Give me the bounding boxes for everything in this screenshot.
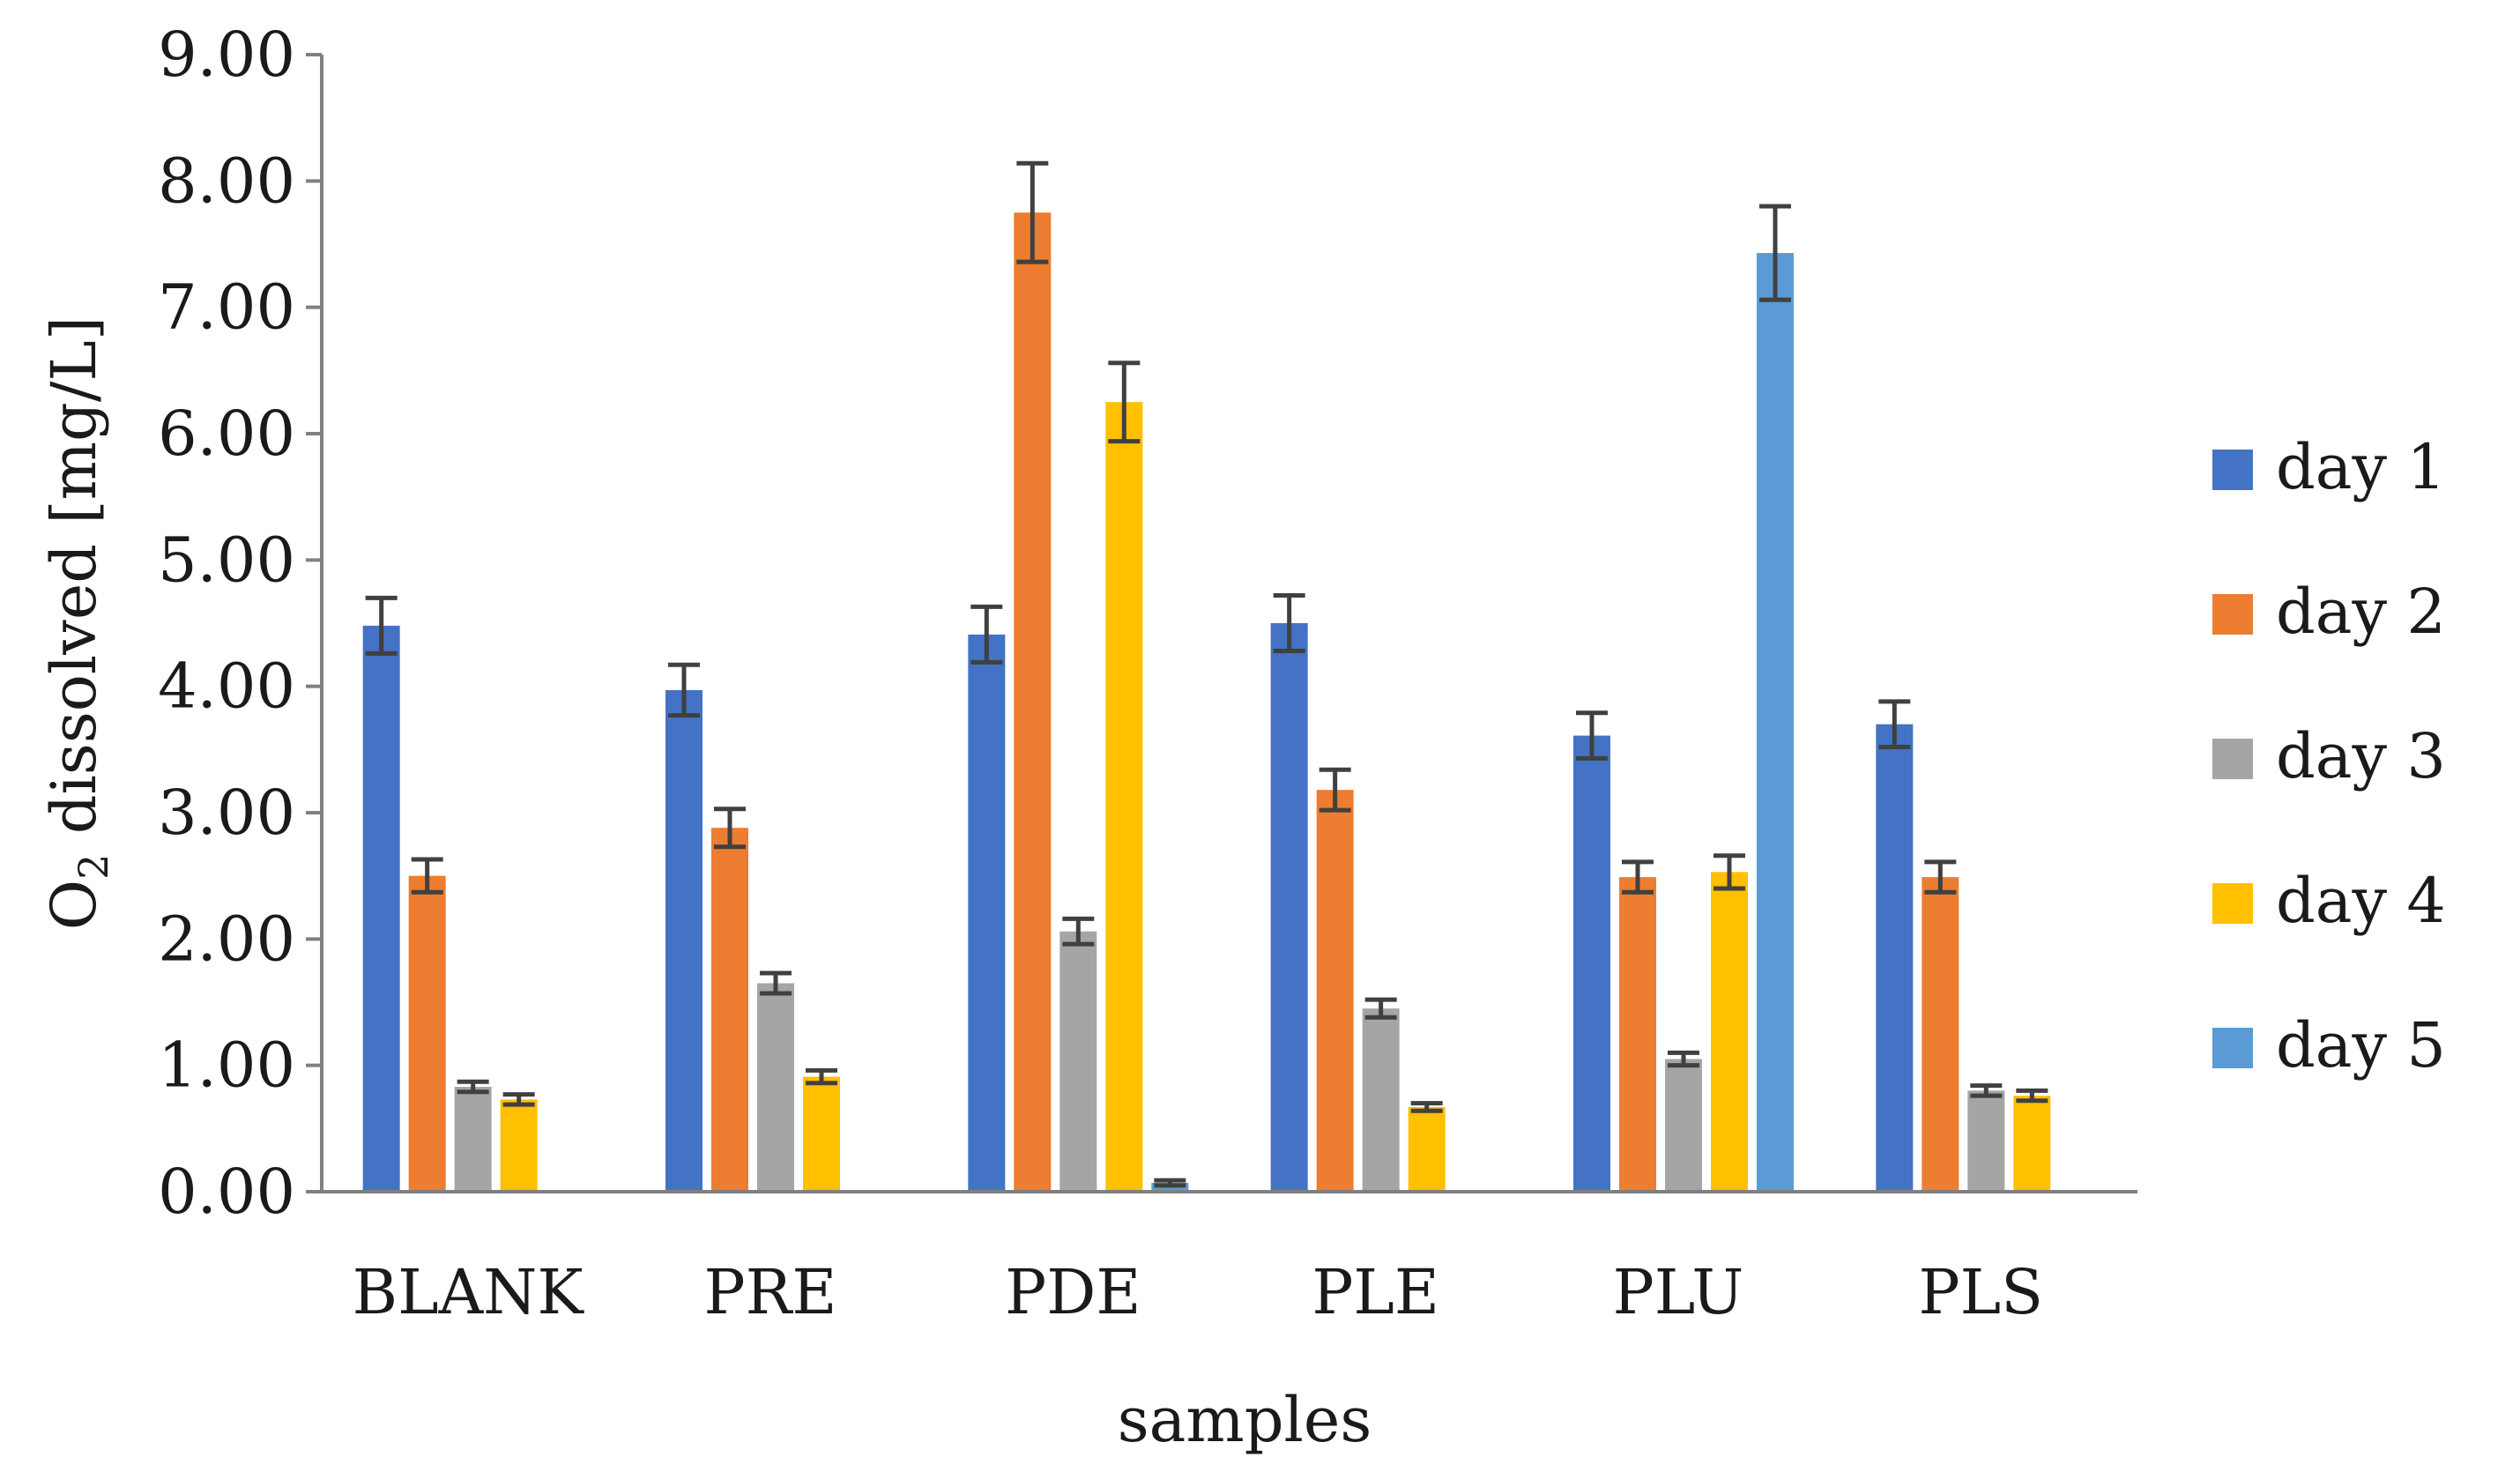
bar-day-2-pls (1922, 877, 1959, 1192)
bar-day-2-plu (1619, 877, 1656, 1192)
legend: day 1 day 2 day 3 day 4 day 5 (2212, 431, 2446, 1082)
legend-label: day 2 (2276, 576, 2446, 648)
bar-day-1-pre (665, 689, 702, 1192)
x-category-label: PLE (1312, 1256, 1439, 1328)
y-tick-label: 2.00 (158, 903, 295, 975)
bar-day-1-ple (1270, 623, 1308, 1192)
legend-swatch (2212, 883, 2253, 924)
y-axis-ticks (306, 53, 322, 1193)
y-tick-label: 7.00 (158, 271, 295, 344)
bar-day-4-blank (500, 1099, 538, 1192)
bar-day-3-plu (1665, 1059, 1702, 1192)
x-category-label: PLS (1919, 1256, 2044, 1328)
bar-day-3-blank (454, 1087, 492, 1192)
legend-swatch (2212, 594, 2253, 635)
y-tick-label: 5.00 (158, 524, 295, 596)
x-category-label: BLANK (353, 1256, 585, 1328)
y-axis-title-o: O (38, 880, 110, 930)
bar-day-5-plu (1757, 253, 1794, 1192)
y-tick-labels: 0.00 1.00 2.00 3.00 4.00 5.00 6.00 7.00 8.00 9.00 (158, 19, 295, 1228)
bar-day-1-pls (1876, 724, 1914, 1192)
x-category-label: PDE (1005, 1256, 1141, 1328)
x-category-labels: BLANK PRE PDE PLE PLU PLS (353, 1256, 2043, 1328)
y-tick-label: 6.00 (158, 398, 295, 470)
legend-label: day 3 (2276, 720, 2446, 792)
bar-series-group (362, 212, 2051, 1193)
bar-day-2-pre (711, 828, 748, 1192)
y-tick-label: 0.00 (158, 1156, 295, 1228)
bar-day-3-ple (1362, 1008, 1400, 1192)
y-tick-label: 9.00 (158, 19, 295, 91)
y-tick-label: 3.00 (158, 777, 295, 849)
bar-day-4-pde (1105, 402, 1143, 1193)
legend-swatch (2212, 1028, 2253, 1068)
bar-day-1-pde (968, 634, 1006, 1192)
x-axis-title: samples (1118, 1384, 1372, 1456)
legend-label: day 5 (2276, 1009, 2446, 1082)
error-bar-group (365, 160, 2048, 1188)
bar-day-3-pre (757, 983, 794, 1192)
bar-day-4-plu (1711, 872, 1748, 1192)
legend-swatch (2212, 739, 2253, 779)
legend-label: day 4 (2276, 865, 2446, 937)
bar-day-3-pls (1967, 1090, 2005, 1192)
y-tick-label: 8.00 (158, 145, 295, 217)
y-axis-title: O2 dissolved [mg/L] (38, 316, 117, 930)
bar-day-2-pde (1014, 212, 1052, 1193)
bar-day-1-blank (362, 625, 400, 1192)
y-tick-label: 4.00 (158, 651, 295, 723)
bar-day-4-ple (1408, 1106, 1446, 1192)
bar-day-1-plu (1573, 735, 1610, 1192)
x-category-label: PRE (704, 1256, 837, 1328)
bar-day-4-pls (2013, 1096, 2051, 1192)
bar-day-2-blank (408, 875, 446, 1192)
y-tick-label: 1.00 (158, 1030, 295, 1102)
legend-label: day 1 (2276, 431, 2446, 503)
x-category-label: PLU (1613, 1256, 1744, 1328)
legend-swatch (2212, 450, 2253, 490)
bar-day-4-pre (803, 1076, 840, 1192)
y-axis-title-rest: dissolved [mg/L] (38, 316, 110, 854)
y-axis-title-subscript: 2 (70, 854, 117, 880)
bar-day-3-pde (1059, 931, 1097, 1192)
bar-day-2-ple (1316, 790, 1354, 1192)
